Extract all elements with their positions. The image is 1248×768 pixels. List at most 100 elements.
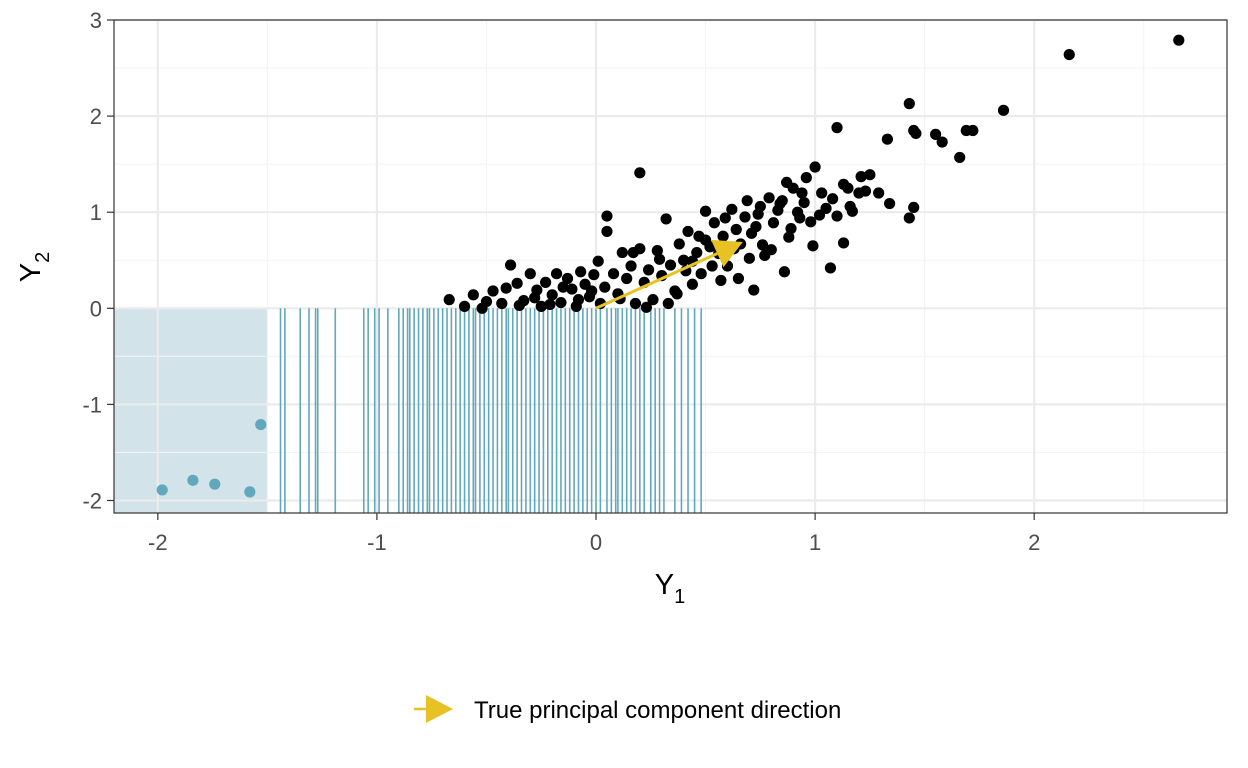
- censored-point: [156, 484, 168, 496]
- y-tick-label: 3: [90, 8, 102, 33]
- observed-point: [664, 259, 677, 271]
- observed-point: [616, 246, 628, 259]
- observed-point: [529, 292, 541, 304]
- observed-point: [756, 239, 769, 251]
- observed-point: [546, 289, 558, 301]
- observed-point: [859, 185, 872, 197]
- observed-point: [621, 272, 633, 285]
- observed-point: [844, 200, 856, 213]
- censored-point: [244, 486, 256, 498]
- observed-point: [500, 282, 512, 294]
- legend-label: True principal component direction: [474, 697, 841, 724]
- observed-point: [660, 213, 672, 225]
- observed-point: [778, 266, 791, 278]
- y-tick-label: -2: [82, 489, 102, 514]
- observed-point: [774, 197, 786, 210]
- observed-point: [535, 300, 547, 312]
- arrow-shaft: [595, 252, 718, 310]
- observed-point: [511, 277, 523, 289]
- observed-point: [903, 212, 915, 224]
- observed-point: [805, 216, 817, 228]
- observed-point: [791, 206, 804, 218]
- observed-point: [741, 195, 753, 207]
- observed-point: [719, 212, 731, 224]
- observed-point: [785, 222, 797, 235]
- observed-point: [831, 122, 843, 134]
- arrow-head: [711, 239, 743, 268]
- observed-point: [651, 245, 663, 257]
- observed-point: [717, 230, 729, 242]
- observed-point: [763, 192, 775, 204]
- observed-point: [629, 297, 642, 310]
- observed-point: [873, 187, 885, 199]
- observed-point: [936, 136, 948, 148]
- plot-panel-border: [113, 19, 1228, 514]
- observed-point: [653, 253, 666, 265]
- y-tick-label: 2: [90, 104, 102, 129]
- observed-point: [634, 167, 646, 179]
- observed-point: [647, 294, 659, 306]
- observed-point: [783, 231, 795, 243]
- observed-point: [908, 124, 920, 137]
- x-axis-title-main: Y: [655, 569, 674, 601]
- observed-point: [960, 124, 972, 137]
- censored-point: [209, 478, 221, 490]
- x-tick-label: 0: [590, 530, 602, 555]
- observed-point: [743, 252, 755, 264]
- observed-point: [699, 205, 712, 217]
- censored-point: [255, 418, 267, 431]
- observed-point: [864, 169, 876, 181]
- observed-point: [903, 98, 915, 110]
- y-tick-label: 0: [90, 296, 102, 321]
- observed-point: [671, 288, 683, 300]
- observed-point: [706, 260, 718, 272]
- x-tick-label: 2: [1028, 530, 1040, 555]
- observed-point: [827, 193, 839, 205]
- observed-point: [487, 285, 499, 297]
- observed-point: [673, 238, 685, 250]
- observed-point: [686, 278, 699, 290]
- observed-point: [748, 284, 760, 296]
- observed-point: [601, 210, 613, 222]
- observed-point: [504, 259, 517, 271]
- observed-point: [467, 289, 479, 301]
- observed-point: [642, 264, 655, 276]
- observed-point: [588, 269, 600, 281]
- observed-point: [824, 262, 837, 274]
- observed-point: [809, 161, 821, 173]
- x-tick-label: -1: [367, 530, 387, 555]
- observed-point: [739, 211, 751, 223]
- observed-point: [496, 297, 508, 310]
- observed-point: [800, 172, 812, 184]
- observed-point: [796, 187, 808, 199]
- y-axis-title-main: Y: [15, 263, 47, 282]
- observed-point: [781, 176, 793, 189]
- observed-point: [691, 246, 703, 259]
- observed-point: [954, 151, 966, 164]
- y-tick-label: 1: [90, 200, 102, 225]
- observed-point: [798, 196, 810, 209]
- observed-points: [443, 34, 1185, 314]
- observed-point: [566, 283, 578, 295]
- rug-lines: [279, 308, 702, 513]
- observed-point: [550, 268, 563, 280]
- x-axis: -2 -1 0 1 2: [148, 513, 1040, 555]
- observed-point: [715, 274, 727, 287]
- observed-point: [480, 295, 493, 308]
- observed-point: [883, 197, 896, 210]
- x-axis-title: Y1: [655, 569, 685, 608]
- observed-point: [1063, 48, 1075, 61]
- x-tick-label: 1: [809, 530, 821, 555]
- observed-point: [745, 227, 758, 239]
- observed-point: [544, 298, 556, 311]
- observed-point: [640, 301, 652, 313]
- observed-point: [730, 223, 742, 236]
- observed-point: [807, 240, 819, 252]
- observed-point: [607, 268, 620, 280]
- observed-point: [695, 268, 707, 280]
- observed-point: [726, 203, 738, 215]
- observed-point: [732, 272, 745, 285]
- observed-point: [599, 281, 611, 293]
- observed-point: [767, 217, 780, 229]
- y-axis-title-sub: 2: [32, 252, 54, 263]
